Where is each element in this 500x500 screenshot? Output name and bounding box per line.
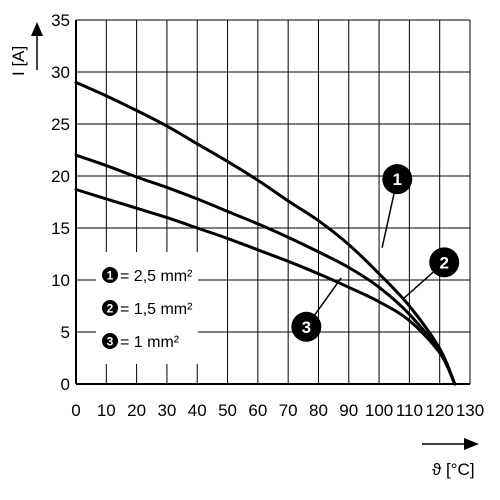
callout-3: 3 bbox=[291, 277, 342, 342]
legend-marker-icon bbox=[102, 300, 118, 316]
x-tick-label: 60 bbox=[248, 401, 267, 420]
x-tick-label: 30 bbox=[157, 401, 176, 420]
callouts: 1 2 3 bbox=[291, 164, 460, 342]
x-axis-arrow-icon bbox=[464, 438, 479, 450]
legend-marker-label: 2 bbox=[107, 302, 114, 316]
y-tick-label: 30 bbox=[51, 63, 70, 82]
legend-marker-icon bbox=[102, 333, 118, 349]
x-axis-label: ϑ [°C] bbox=[432, 460, 475, 479]
legend: 1 = 2,5 mm² 2 = 1,5 mm² 3 = 1 mm² bbox=[96, 252, 198, 364]
callout-leader-line bbox=[381, 193, 395, 248]
series-line-3 bbox=[74, 188, 457, 386]
y-tick-label: 5 bbox=[61, 323, 70, 342]
x-tick-label: 120 bbox=[426, 401, 454, 420]
x-tick-label: 20 bbox=[127, 401, 146, 420]
callout-leader-line bbox=[314, 277, 342, 316]
curves bbox=[74, 80, 457, 386]
series-line-1 bbox=[74, 80, 457, 386]
x-tick-label: 80 bbox=[309, 401, 328, 420]
x-tick-label: 110 bbox=[396, 401, 423, 420]
legend-label: = 2,5 mm² bbox=[120, 268, 193, 285]
callout-marker-icon bbox=[382, 164, 413, 195]
callout-label: 3 bbox=[302, 318, 311, 337]
grid bbox=[75, 19, 471, 385]
y-tick-label: 15 bbox=[51, 219, 70, 238]
x-tick-label: 0 bbox=[71, 401, 80, 420]
x-tick-label: 40 bbox=[188, 401, 207, 420]
callout-marker-icon bbox=[291, 311, 322, 342]
legend-item: 3 = 1 mm² bbox=[102, 333, 180, 351]
legend-marker-label: 1 bbox=[107, 269, 114, 283]
x-tick-label: 100 bbox=[365, 401, 393, 420]
legend-label: = 1,5 mm² bbox=[120, 301, 193, 318]
x-tick-label: 90 bbox=[339, 401, 358, 420]
legend-marker-label: 3 bbox=[107, 335, 114, 349]
axes: I [A] ϑ [°C] bbox=[9, 20, 479, 479]
x-tick-label: 70 bbox=[279, 401, 298, 420]
y-tick-label: 10 bbox=[51, 271, 70, 290]
callout-1: 1 bbox=[381, 164, 413, 248]
x-tick-label: 10 bbox=[97, 401, 116, 420]
series-line-2 bbox=[74, 153, 457, 386]
x-tick-label: 130 bbox=[456, 401, 484, 420]
callout-leader-line bbox=[402, 271, 434, 300]
callout-label: 1 bbox=[393, 170, 402, 189]
y-tick-label: 35 bbox=[51, 11, 70, 30]
legend-label: = 1 mm² bbox=[120, 334, 180, 351]
callout-marker-icon bbox=[429, 247, 460, 278]
y-axis-arrow-icon bbox=[31, 22, 43, 36]
callout-2: 2 bbox=[402, 247, 460, 300]
y-tick-label: 25 bbox=[51, 115, 70, 134]
callout-label: 2 bbox=[440, 253, 449, 272]
legend-item: 2 = 1,5 mm² bbox=[102, 300, 193, 318]
x-tick-label: 50 bbox=[218, 401, 237, 420]
legend-item: 1 = 2,5 mm² bbox=[102, 267, 193, 285]
y-tick-label: 20 bbox=[51, 167, 70, 186]
tick-labels: 0 10 20 30 40 50 60 70 80 90 100 110 120 130051015202… bbox=[51, 11, 484, 420]
y-tick-label: 0 bbox=[61, 375, 70, 394]
legend-marker-icon bbox=[102, 267, 118, 283]
y-axis-label: I [A] bbox=[9, 46, 28, 76]
